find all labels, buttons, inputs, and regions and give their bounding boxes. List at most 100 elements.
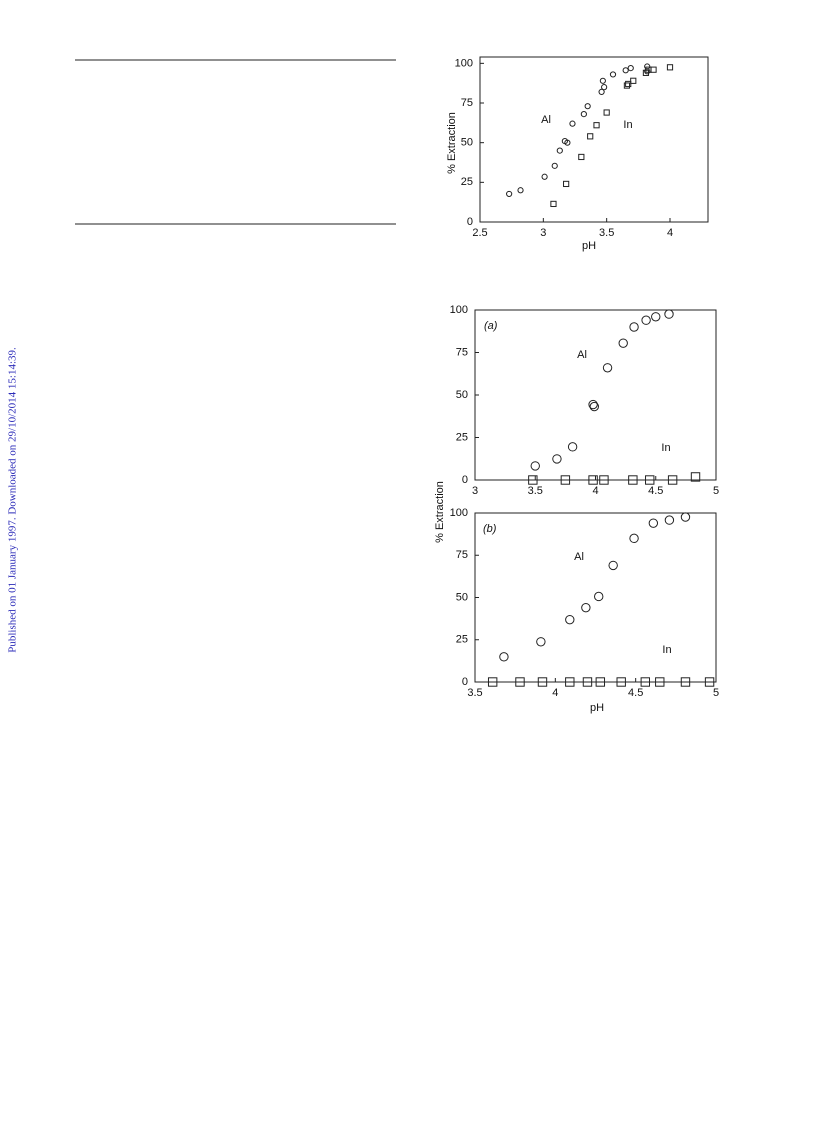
y-tick-label: 50 (456, 389, 468, 401)
point (602, 363, 613, 373)
y-axis-label: % Extraction (434, 481, 446, 543)
point (578, 153, 585, 161)
point (629, 322, 639, 332)
y-tick-label: 75 (456, 549, 468, 561)
point (588, 399, 598, 410)
plot-frame (474, 309, 717, 481)
y-tick-label: 25 (461, 176, 473, 188)
point (565, 614, 575, 625)
point (582, 677, 593, 687)
point (515, 677, 525, 687)
point (608, 560, 618, 571)
point (664, 309, 674, 319)
point (550, 200, 557, 208)
point (487, 677, 498, 687)
point (650, 66, 657, 73)
point (599, 475, 609, 485)
x-axis-label: pH (590, 702, 604, 714)
point (664, 515, 675, 525)
panel-label: (b) (483, 523, 497, 535)
point (541, 173, 548, 180)
series-label: Al (574, 551, 584, 563)
point (644, 68, 651, 75)
point (537, 677, 548, 687)
x-tick-label: 2.5 (472, 227, 487, 239)
y-tick-label: 75 (456, 346, 468, 358)
point (628, 475, 638, 485)
x-tick-label: 5 (713, 485, 719, 497)
point (595, 677, 606, 687)
point (618, 338, 628, 348)
x-tick-label: 4.5 (628, 687, 643, 699)
y-tick-label: 0 (467, 216, 473, 228)
point (506, 190, 513, 198)
x-tick-label: 3 (540, 227, 546, 239)
x-tick-label: 4.5 (648, 485, 663, 497)
point (690, 472, 701, 482)
point (640, 677, 651, 687)
y-tick-label: 100 (450, 507, 468, 519)
point (580, 111, 587, 118)
point (593, 122, 600, 129)
x-tick-label: 4 (552, 687, 558, 699)
point (589, 401, 599, 412)
panel-label: (a) (484, 320, 498, 332)
point (648, 518, 659, 528)
x-tick-label: 4 (592, 485, 598, 497)
point (609, 71, 617, 78)
y-axis-label: % Extraction (446, 112, 458, 174)
point (627, 65, 634, 72)
point (641, 315, 651, 325)
point (569, 120, 576, 127)
point (581, 602, 591, 613)
y-tick-label: 100 (455, 57, 473, 69)
y-tick-label: 25 (456, 431, 468, 443)
plot-frame (474, 512, 717, 683)
x-axis-label: pH (582, 240, 596, 252)
point (601, 84, 608, 91)
x-tick-label: 4 (667, 227, 673, 239)
x-tick-label: 3.5 (599, 227, 614, 239)
series-label: Al (541, 114, 551, 126)
point (584, 103, 591, 110)
point (565, 677, 575, 687)
point (603, 109, 610, 116)
point (666, 64, 674, 71)
point (599, 77, 606, 84)
point (564, 139, 571, 146)
series-label: Al (577, 349, 587, 361)
point (536, 637, 546, 647)
y-tick-label: 0 (462, 676, 468, 688)
y-tick-label: 0 (462, 474, 468, 486)
point (667, 475, 678, 485)
download-note: Published on 01 January 1997. Downloaded… (7, 347, 19, 653)
point (552, 454, 562, 464)
point (616, 677, 626, 687)
y-tick-label: 50 (456, 591, 468, 603)
y-tick-label: 50 (461, 137, 473, 149)
point (499, 652, 509, 662)
point (563, 180, 570, 188)
point (655, 677, 665, 687)
point (551, 162, 558, 169)
point (530, 461, 540, 471)
series-label: In (662, 644, 671, 656)
y-tick-label: 75 (461, 97, 473, 109)
x-tick-label: 5 (713, 687, 719, 699)
point (623, 82, 631, 89)
point (625, 80, 632, 88)
point (630, 77, 637, 84)
point (587, 133, 594, 140)
x-tick-label: 3.5 (528, 485, 543, 497)
point (556, 147, 563, 154)
series-label: In (661, 442, 670, 454)
point (517, 187, 524, 194)
point (528, 475, 538, 485)
point (704, 677, 715, 687)
point (629, 533, 639, 544)
x-tick-label: 3.5 (467, 687, 482, 699)
series-label: In (623, 119, 632, 131)
point (588, 475, 598, 485)
